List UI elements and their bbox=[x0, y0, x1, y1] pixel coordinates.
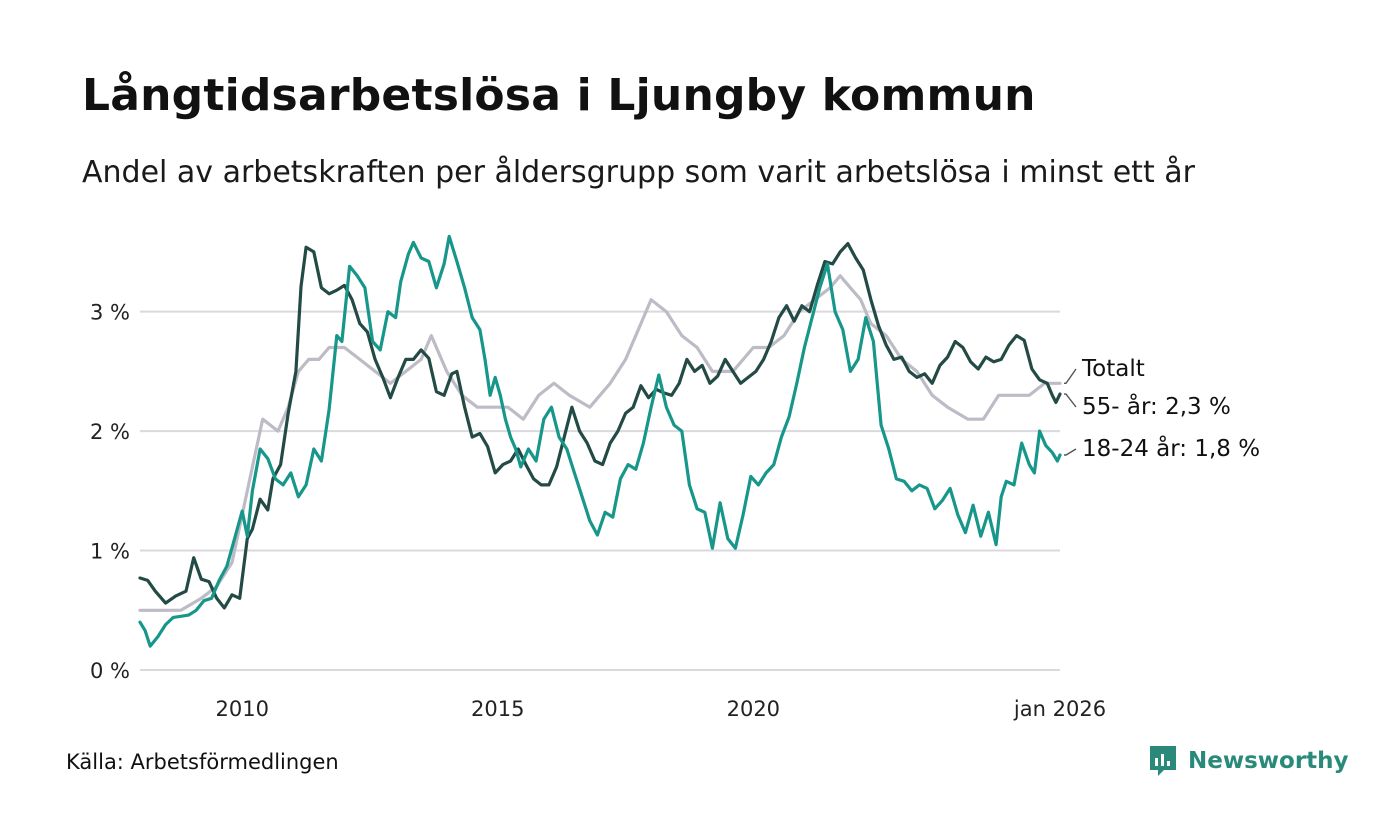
end-label-leader bbox=[1064, 393, 1077, 408]
end-labels: Totalt 55- år: 2,3 % 18-24 år: 1,8 % bbox=[1064, 356, 1260, 462]
end-label: 18-24 år: 1,8 % bbox=[1082, 434, 1260, 462]
x-tick-label: 2010 bbox=[215, 697, 268, 721]
series-line-totalt bbox=[138, 274, 1062, 612]
series-lines bbox=[138, 234, 1062, 648]
x-axis-ticks: 2010 2015 2020 jan 2026 bbox=[215, 697, 1106, 721]
x-tick-label: 2015 bbox=[471, 697, 524, 721]
end-label: Totalt bbox=[1081, 356, 1145, 382]
y-tick-label: 0 % bbox=[90, 659, 130, 683]
gridlines bbox=[140, 310, 1060, 671]
end-label-leader bbox=[1064, 448, 1077, 456]
end-label: 55- år: 2,3 % bbox=[1082, 392, 1231, 420]
x-tick-label: 2020 bbox=[727, 697, 780, 721]
source-note: Källa: Arbetsförmedlingen bbox=[66, 750, 339, 774]
brand[interactable]: Newsworthy bbox=[1148, 744, 1349, 778]
x-tick-label: jan 2026 bbox=[1013, 697, 1106, 721]
y-tick-label: 3 % bbox=[90, 301, 130, 325]
y-axis-ticks: 0 % 1 % 2 % 3 % bbox=[90, 301, 130, 683]
end-label-leader bbox=[1064, 368, 1077, 385]
brand-name: Newsworthy bbox=[1188, 748, 1349, 774]
newsworthy-logo-icon bbox=[1150, 746, 1176, 776]
series-line-18-24-r bbox=[138, 234, 1062, 648]
y-tick-label: 2 % bbox=[90, 420, 130, 444]
series-line-55-r bbox=[138, 242, 1062, 610]
y-tick-label: 1 % bbox=[90, 540, 130, 564]
chart-title: Långtidsarbetslösa i Ljungby kommun bbox=[82, 70, 1036, 121]
chart-subtitle: Andel av arbetskraften per åldersgrupp s… bbox=[82, 155, 1195, 190]
